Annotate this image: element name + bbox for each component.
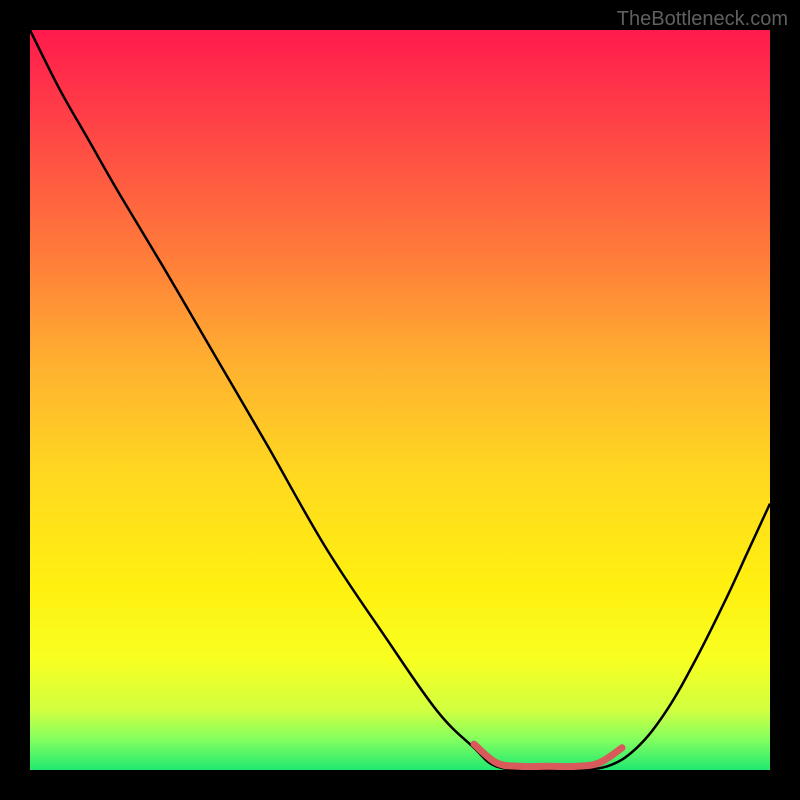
watermark-text: TheBottleneck.com [617,8,788,31]
chart-plot-area [30,30,770,770]
trough-highlight-marker [474,744,622,766]
bottleneck-curve [30,30,770,770]
chart-curve-layer [30,30,770,770]
